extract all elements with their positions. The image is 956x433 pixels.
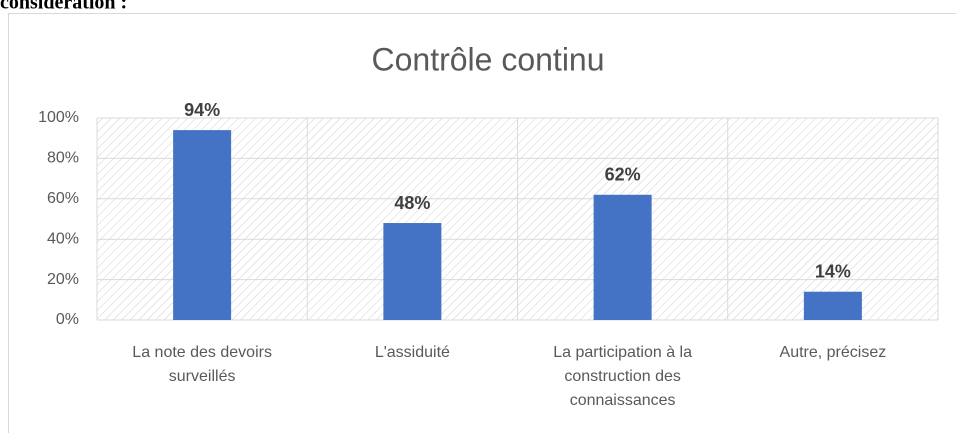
y-tick-label: 60% <box>47 190 79 207</box>
y-tick-label: 20% <box>47 271 79 288</box>
x-tick-label-box: L'assiduité <box>374 344 450 361</box>
bar <box>383 223 442 320</box>
x-tick-label-box: La participation à la construction des c… <box>553 344 692 409</box>
value-label: 94% <box>184 100 220 120</box>
y-tick-label: 0% <box>56 311 79 328</box>
value-label: 62% <box>605 165 641 185</box>
value-label: 14% <box>815 261 851 281</box>
x-tick-label: L'assiduité <box>374 344 450 361</box>
x-tick-label: Autre, précisez <box>779 344 887 361</box>
y-tick-label: 100% <box>38 109 79 126</box>
x-tick-label-box: Autre, précisez <box>779 344 887 361</box>
bar <box>803 291 862 320</box>
x-tick-label: La note des devoirs surveillés <box>132 344 272 385</box>
chart-title: Contrôle continu <box>371 41 604 77</box>
y-tick-label: 80% <box>47 150 79 167</box>
x-tick-label-box: La note des devoirs surveillés <box>132 344 272 385</box>
bar <box>593 194 652 320</box>
bar <box>173 130 232 320</box>
x-tick-label: La participation à la construction des c… <box>553 344 692 409</box>
value-label: 48% <box>394 193 430 213</box>
y-tick-label: 40% <box>47 230 79 247</box>
chart-border <box>8 13 956 433</box>
heading: considération : <box>0 0 127 14</box>
